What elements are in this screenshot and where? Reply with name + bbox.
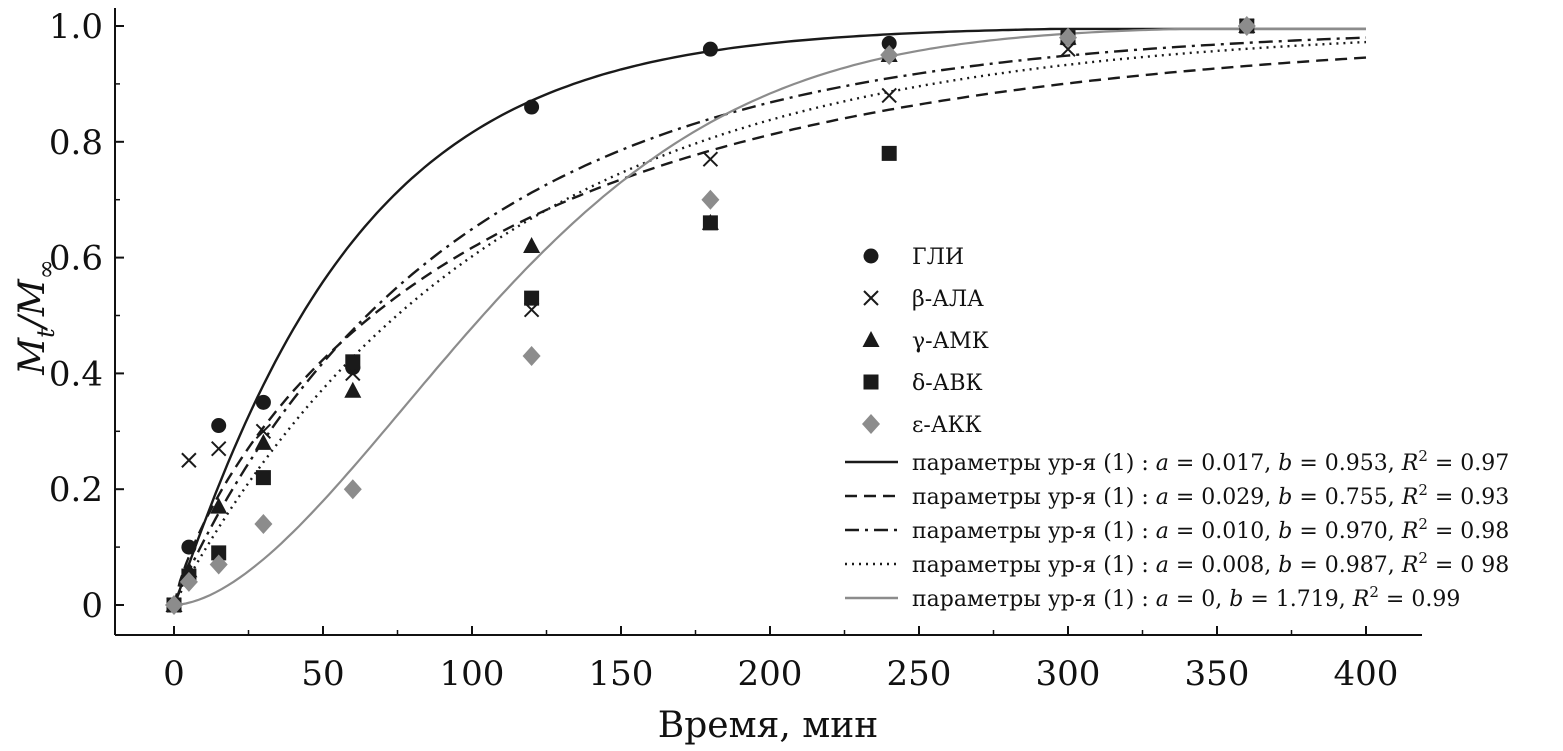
y-tick-label: 1.0 — [49, 7, 103, 47]
y-tick-label: 0.2 — [49, 470, 103, 510]
data-point-square — [524, 290, 540, 306]
legend-fit-label: параметры ур-я (1) : a = 0, b = 1.719, R… — [912, 583, 1460, 612]
x-tick-label: 300 — [1036, 654, 1101, 694]
legend-marker-square — [863, 374, 879, 390]
data-point-diamond — [179, 571, 198, 592]
legend-label: δ-АВК — [912, 371, 983, 396]
data-point-triangle — [254, 433, 272, 450]
data-point-circle — [255, 394, 271, 410]
legend-fit-label: параметры ур-я (1) : a = 0.017, b = 0.95… — [912, 447, 1509, 476]
legend-marker-cross — [863, 290, 879, 306]
data-point-square — [345, 354, 361, 370]
x-tick-label: 350 — [1185, 654, 1250, 694]
fit-curve-2 — [172, 56, 1367, 606]
legend-label: β-АЛА — [912, 287, 984, 312]
data-point-cross — [181, 452, 197, 468]
legend-fit-label: параметры ур-я (1) : a = 0.029, b = 0.75… — [912, 481, 1509, 510]
data-point-diamond — [1059, 27, 1077, 48]
data-point-cross — [702, 151, 719, 167]
data-point-triangle — [344, 381, 362, 398]
data-point-square — [881, 145, 897, 161]
data-markers — [165, 16, 1256, 615]
data-point-diamond — [701, 189, 720, 210]
data-point-cross — [881, 87, 897, 104]
data-point-square — [702, 215, 718, 231]
data-point-square — [211, 545, 227, 561]
data-point-circle — [211, 418, 227, 434]
x-tick-label: 0 — [163, 654, 185, 694]
x-tick-label: 250 — [887, 654, 952, 694]
data-point-square — [255, 470, 271, 486]
data-point-circle — [881, 35, 897, 51]
data-point-diamond — [522, 346, 541, 367]
data-point-circle — [702, 41, 718, 57]
y-tick-label: 0 — [81, 586, 103, 626]
legend-label: ε-АКК — [912, 413, 982, 438]
y-tick-label: 0.4 — [49, 354, 103, 394]
legend-fit-label: параметры ур-я (1) : a = 0.010, b = 0.97… — [912, 515, 1509, 544]
legend-marker-diamond — [862, 414, 880, 434]
y-tick-label: 0.8 — [49, 123, 103, 163]
x-tick-label: 200 — [738, 654, 803, 694]
data-point-diamond — [165, 595, 183, 615]
y-tick-label: 0.6 — [49, 239, 103, 279]
data-point-diamond — [254, 513, 273, 534]
legend-label: ГЛИ — [912, 245, 964, 270]
data-point-triangle — [523, 237, 541, 254]
axes: 0 50 100 150 200 250 300 350 400 0 0.2 0.4 0.6 0.8 1.0 — [49, 7, 1422, 694]
legend-label: γ-АМК — [912, 329, 989, 354]
data-point-diamond — [880, 44, 899, 65]
legend-marker-circle — [863, 248, 879, 264]
data-point-cross — [255, 423, 272, 440]
fit-curves — [172, 27, 1367, 607]
x-tick-label: 100 — [440, 654, 505, 694]
data-point-circle — [524, 99, 540, 115]
fit-curve-3 — [172, 36, 1367, 606]
x-axis-title: Время, мин — [658, 705, 878, 746]
data-point-cross — [210, 440, 227, 457]
svg-text:Mt/M∞: Mt/M∞ — [12, 259, 60, 376]
x-tick-label: 400 — [1334, 654, 1399, 694]
y-axis-title: Mt/M∞ — [12, 259, 60, 376]
fit-curve-5 — [173, 27, 1366, 607]
x-tick-label: 50 — [301, 654, 344, 694]
data-point-diamond — [343, 479, 362, 500]
data-point-triangle — [210, 497, 228, 514]
legend-marker-triangle — [862, 331, 880, 347]
data-point-diamond — [1237, 16, 1256, 36]
legend-fit-label: параметры ур-я (1) : a = 0.008, b = 0.98… — [912, 549, 1509, 578]
data-point-diamond — [209, 554, 228, 575]
data-point-circle — [181, 539, 197, 555]
legend: ГЛИ β-АЛА γ-АМК δ-АВК ε-АКК параметры ур-я (1… — [845, 245, 1509, 612]
fit-curve-4 — [172, 40, 1367, 606]
x-tick-label: 150 — [589, 654, 654, 694]
